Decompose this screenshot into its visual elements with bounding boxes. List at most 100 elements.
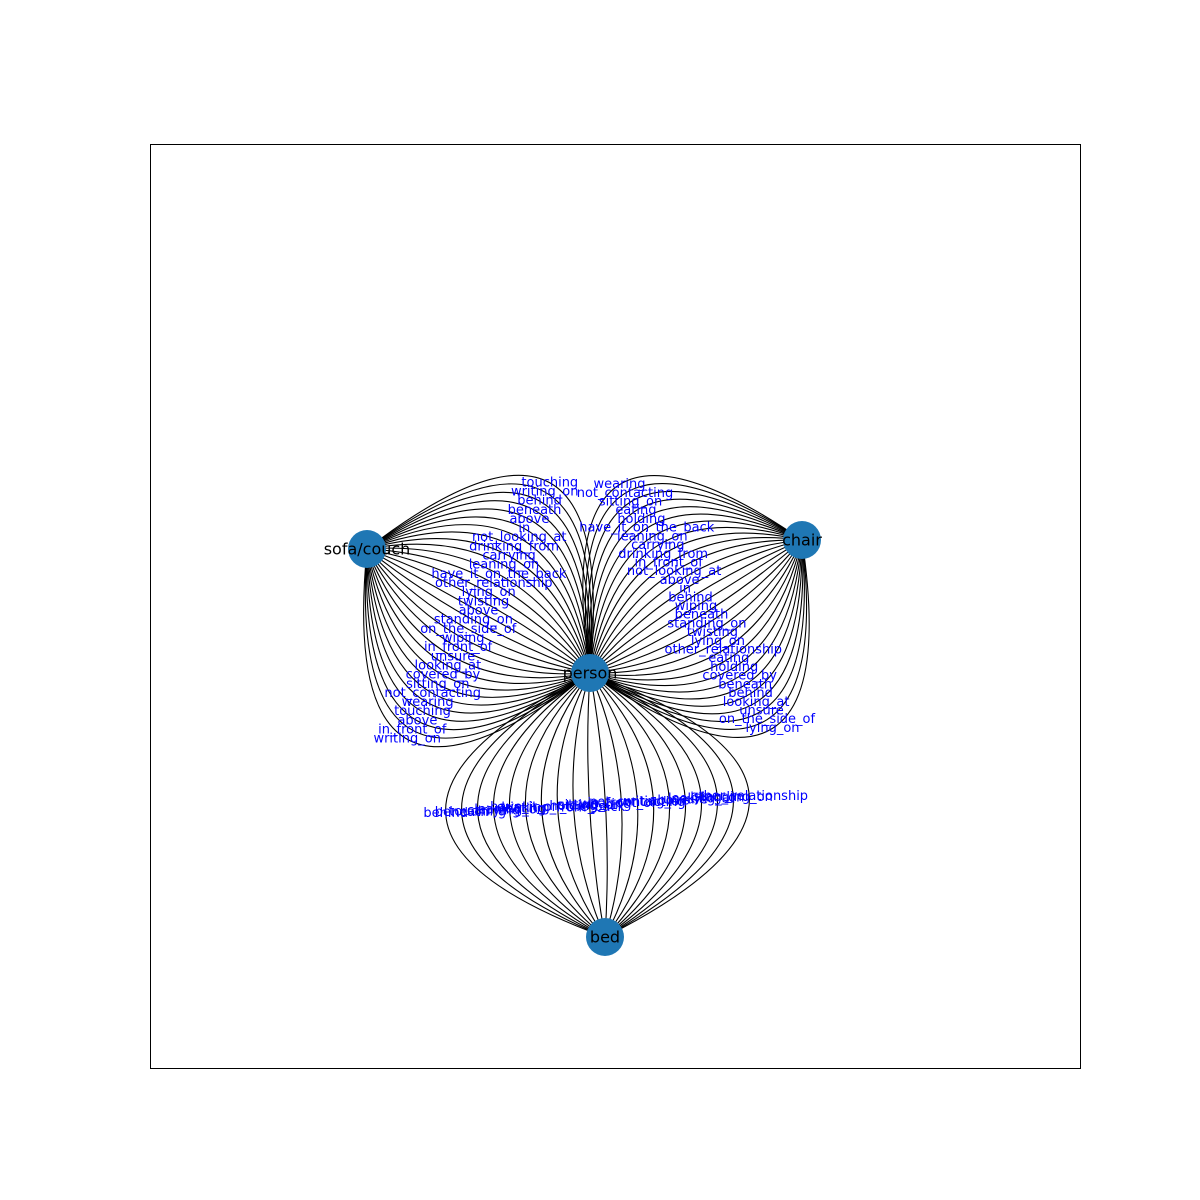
edge-curve (589, 513, 803, 674)
edge-curve (587, 672, 606, 938)
plot-frame (150, 144, 1081, 1069)
edge-curve (589, 539, 810, 738)
edge-label: twisting (687, 625, 738, 640)
edge-curve (366, 548, 591, 674)
edge-curve (589, 539, 803, 676)
edge-label: holding (549, 799, 597, 814)
edge-label: lying_on (462, 585, 516, 600)
edge-curve (366, 548, 591, 706)
edge-label: touching (521, 475, 578, 490)
edge-curve (589, 672, 734, 938)
edge-label: wearing (579, 797, 631, 812)
edge-curve (589, 539, 803, 674)
edge-label: in (518, 521, 530, 536)
edge-label: wiping (442, 631, 485, 646)
edge-label: standing_on (694, 790, 773, 805)
edge-curve (589, 539, 803, 674)
edge-label: above (660, 573, 700, 588)
edge-label: other_relationship (691, 789, 809, 804)
edge-label: drinking_from (469, 539, 559, 554)
edge-label: beneath (675, 608, 729, 623)
edge-label: on_the_side_of (420, 622, 517, 637)
edge-curve (589, 672, 608, 938)
edge-curve (366, 548, 591, 674)
edge-curve (589, 539, 803, 700)
edge-label: wearing (402, 695, 454, 710)
edge-curve (589, 672, 671, 938)
edge-label: other_relationship (435, 576, 553, 591)
edge-label: above (459, 604, 499, 619)
edge-curve (509, 672, 606, 938)
edge-curve (589, 539, 803, 674)
edge-curve (365, 548, 591, 731)
edge-curve (589, 526, 803, 674)
edge-curve (366, 548, 591, 691)
edge-label: in (679, 582, 691, 597)
edge-curve (582, 475, 803, 674)
edge-label: unsure (431, 649, 476, 664)
edge-label: holding (617, 512, 665, 527)
edge-label: standing_on (434, 613, 513, 628)
edge-curve (366, 548, 591, 679)
edge-label: standing_on (667, 616, 746, 631)
edge-label: lying_on (745, 721, 799, 736)
edge-label: in_front_of (378, 723, 447, 738)
edge-label: beneath (508, 503, 562, 518)
node-bed (586, 918, 624, 956)
edge-label: in_front_of (635, 556, 704, 571)
edge-label: have_it_on_the_back (579, 521, 714, 536)
edge-curve (540, 672, 606, 938)
edge-curve (589, 539, 803, 674)
edge-label: twisting (458, 594, 509, 609)
edge-curve (366, 474, 594, 674)
edge-label: behind (517, 494, 562, 509)
edge-curve (366, 548, 591, 674)
edge-label: wearing (593, 477, 645, 492)
edge-label: unsure (739, 704, 784, 719)
edge-curve (461, 672, 606, 938)
edge-label: leaning_on (617, 529, 688, 544)
edge-label: above (649, 793, 689, 808)
edge-label: behind (668, 590, 713, 605)
edge-curve (366, 548, 591, 684)
edge-label: other_relationship (665, 643, 783, 658)
edge-label: beneath (718, 677, 772, 692)
edge-curve (492, 672, 606, 938)
edge-curve (366, 538, 591, 674)
edge-label: sitting_on (406, 677, 469, 692)
edge-label: looking_at (723, 695, 790, 710)
edge-curve (445, 672, 606, 938)
node-label-bed: bed (590, 928, 620, 947)
edge-label: lying_on (691, 634, 745, 649)
edge-label: touching (394, 704, 451, 719)
edge-curve (589, 539, 803, 674)
edge-curve (366, 547, 591, 674)
edge-curve (572, 672, 606, 938)
node-label-person: person (563, 664, 618, 683)
edge-curve (589, 672, 686, 938)
edge-label: writing_on (511, 484, 578, 499)
edge-label: drinking_from (497, 801, 587, 816)
edge-curve (366, 531, 591, 674)
edge-curve (584, 483, 803, 674)
edge-label: not_looking_at (472, 530, 567, 545)
edge-label: sitting_on (558, 798, 621, 813)
node-person (571, 654, 609, 692)
edge-label: carrying (482, 549, 535, 564)
edge-label: sitting_on (599, 495, 662, 510)
edge-curve (589, 539, 803, 674)
edge-curve (524, 672, 606, 938)
edge-curve (363, 548, 591, 748)
edge-label: touching (449, 804, 506, 819)
edge-curve (589, 672, 639, 938)
edge-label: wiping (675, 599, 718, 614)
edge-label: in_front_of (424, 640, 493, 655)
edge-curve (589, 539, 803, 674)
edge-curve (589, 672, 718, 938)
edge-label: on_the_side_of (719, 712, 816, 727)
edge-curve (589, 532, 803, 674)
edges-layer (363, 474, 810, 938)
edge-label: leaning_on (469, 558, 540, 573)
edge-curve (366, 516, 591, 674)
